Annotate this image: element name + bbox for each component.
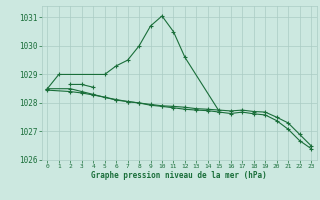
X-axis label: Graphe pression niveau de la mer (hPa): Graphe pression niveau de la mer (hPa) bbox=[91, 171, 267, 180]
